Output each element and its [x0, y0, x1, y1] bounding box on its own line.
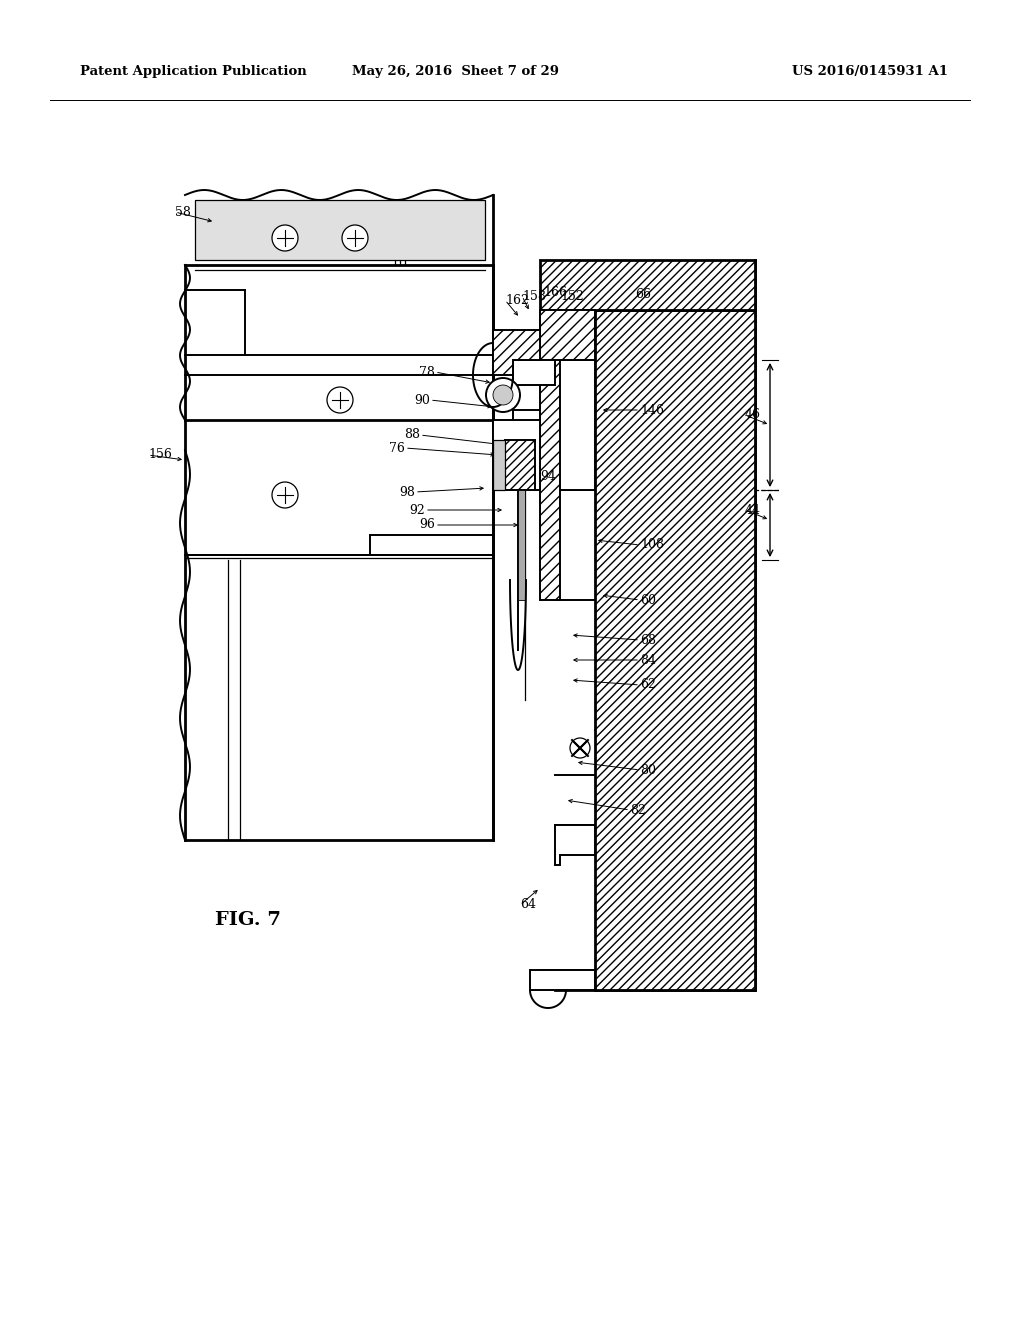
Polygon shape: [493, 420, 540, 490]
Polygon shape: [513, 360, 555, 385]
Text: FIG. 7: FIG. 7: [215, 911, 281, 929]
Text: 58: 58: [175, 206, 190, 219]
Polygon shape: [493, 440, 505, 490]
Text: 90: 90: [414, 393, 430, 407]
Text: May 26, 2016  Sheet 7 of 29: May 26, 2016 Sheet 7 of 29: [351, 66, 558, 78]
Text: 92: 92: [410, 503, 425, 516]
Polygon shape: [493, 330, 540, 375]
Circle shape: [486, 378, 520, 412]
Circle shape: [570, 738, 590, 758]
Text: 94: 94: [540, 470, 556, 483]
Text: 44: 44: [745, 503, 761, 516]
Polygon shape: [555, 825, 595, 865]
Text: 88: 88: [404, 429, 420, 441]
Text: 152: 152: [560, 289, 584, 302]
Text: 78: 78: [419, 366, 435, 379]
Polygon shape: [540, 260, 755, 310]
Circle shape: [327, 387, 353, 413]
Circle shape: [272, 482, 298, 508]
Text: 60: 60: [640, 594, 656, 606]
Text: 46: 46: [745, 408, 761, 421]
Text: US 2016/0145931 A1: US 2016/0145931 A1: [792, 66, 948, 78]
Text: 156: 156: [148, 449, 172, 462]
Circle shape: [342, 224, 368, 251]
Text: 84: 84: [640, 653, 656, 667]
Text: 158: 158: [522, 289, 546, 302]
Polygon shape: [505, 440, 535, 490]
Circle shape: [493, 385, 513, 405]
Text: 80: 80: [640, 763, 656, 776]
Text: 96: 96: [419, 519, 435, 532]
Polygon shape: [518, 490, 525, 601]
Circle shape: [272, 224, 298, 251]
Text: 98: 98: [399, 486, 415, 499]
Polygon shape: [540, 310, 595, 360]
Text: 64: 64: [520, 899, 536, 912]
Text: 82: 82: [630, 804, 646, 817]
Text: 62: 62: [640, 678, 656, 692]
Text: 66: 66: [635, 289, 651, 301]
Text: 108: 108: [640, 539, 664, 552]
Text: 146: 146: [640, 404, 664, 417]
Polygon shape: [540, 310, 560, 601]
Polygon shape: [530, 970, 595, 990]
Text: Patent Application Publication: Patent Application Publication: [80, 66, 307, 78]
Bar: [555, 360, 595, 490]
Text: 68: 68: [640, 634, 656, 647]
Text: 162: 162: [505, 293, 528, 306]
Text: 76: 76: [389, 441, 406, 454]
Text: 166: 166: [543, 286, 567, 300]
Polygon shape: [595, 310, 755, 990]
Bar: [195, 201, 485, 260]
